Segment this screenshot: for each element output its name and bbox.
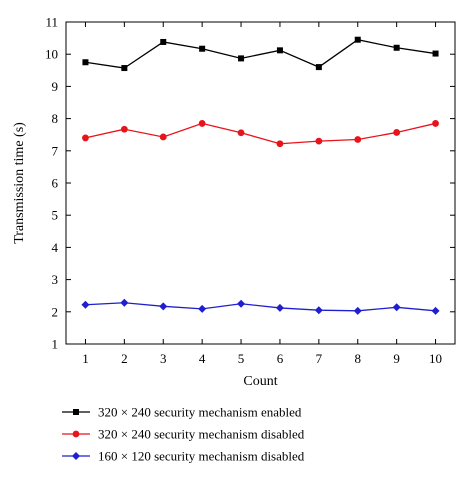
y-tick-label: 3 [52, 272, 59, 287]
y-tick-label: 10 [45, 47, 58, 62]
data-point [315, 137, 323, 145]
x-tick-label: 3 [160, 351, 167, 366]
data-point [392, 303, 401, 312]
data-point [276, 47, 283, 54]
x-tick-label: 9 [393, 351, 400, 366]
y-tick-label: 4 [52, 240, 59, 255]
data-point [159, 133, 167, 141]
y-tick-label: 5 [52, 208, 59, 223]
legend-item: 320 × 240 security mechanism enabled [62, 405, 302, 420]
x-tick-label: 5 [238, 351, 245, 366]
data-point [199, 45, 206, 52]
x-tick-label: 6 [277, 351, 284, 366]
data-point [159, 302, 168, 311]
series-line [85, 302, 436, 312]
x-tick-label: 7 [316, 351, 323, 366]
data-point [81, 300, 90, 309]
data-point [432, 120, 439, 127]
data-point [314, 306, 323, 315]
x-tick-label: 4 [199, 351, 206, 366]
legend: 320 × 240 security mechanism enabled 320 … [62, 405, 305, 464]
legend-item: 320 × 240 security mechanism disabled [62, 427, 305, 442]
y-tick-label: 9 [52, 79, 59, 94]
y-tick-label: 6 [52, 176, 59, 191]
data-point [354, 36, 361, 43]
data-point [393, 44, 400, 51]
data-point [353, 306, 362, 315]
y-tick-label: 1 [52, 337, 59, 352]
data-point [431, 306, 440, 315]
data-point [238, 55, 245, 62]
legend-marker [72, 452, 80, 460]
data-point [120, 125, 128, 133]
data-point [198, 120, 206, 127]
data-point [237, 129, 245, 137]
data-point [276, 140, 284, 148]
data-point [393, 129, 401, 136]
x-tick-label: 1 [82, 351, 89, 366]
series-layer [81, 36, 440, 315]
x-tick-label: 8 [355, 351, 362, 366]
legend-marker [72, 430, 80, 438]
y-tick-label: 2 [52, 304, 59, 319]
data-point [275, 303, 284, 312]
legend-label: 320 × 240 security mechanism enabled [98, 405, 302, 420]
legend-item: 160 × 120 security mechanism disabled [62, 449, 305, 464]
y-tick-label: 11 [45, 15, 58, 30]
legend-label: 160 × 120 security mechanism disabled [98, 449, 305, 464]
data-point [121, 65, 128, 72]
data-point [354, 136, 362, 143]
data-point [160, 38, 167, 45]
series-1 [82, 36, 439, 72]
legend-label: 320 × 240 security mechanism disabled [98, 427, 305, 442]
series-3 [81, 298, 440, 315]
data-point [82, 59, 89, 66]
data-point [237, 299, 246, 308]
series-2 [82, 120, 439, 148]
series-line [85, 122, 436, 145]
y-axis-label: Transmission time (s) [12, 122, 27, 244]
legend-marker [73, 409, 79, 415]
y-tick-label: 8 [52, 111, 59, 126]
data-point [198, 304, 207, 313]
y-tick-label: 7 [52, 143, 59, 158]
data-point [432, 50, 439, 57]
x-tick-label: 2 [121, 351, 128, 366]
data-point [82, 134, 89, 142]
data-point [315, 64, 322, 71]
data-point [120, 298, 129, 307]
series-line [85, 39, 436, 69]
x-tick-label: 10 [429, 351, 442, 366]
x-axis-label: Count [243, 374, 277, 389]
